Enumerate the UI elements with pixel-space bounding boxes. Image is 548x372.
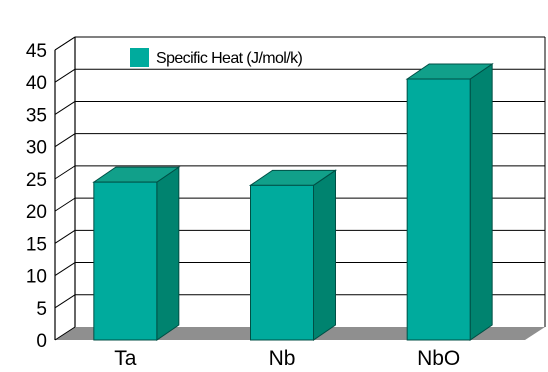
- side-grid-10: [54, 262, 76, 276]
- side-grid-0: [54, 326, 76, 341]
- y-axis-tick-labels: 0 5 10 15 20 25 30 35 40 45: [26, 41, 47, 352]
- y-tick-label-30: 30: [26, 138, 47, 159]
- x-tick-label-ta: Ta: [114, 347, 137, 370]
- y-tick-label-10: 10: [26, 267, 47, 288]
- bar-side-nb: [313, 169, 336, 341]
- chart-axes: [54, 36, 76, 341]
- bar-nbo: [405, 63, 494, 341]
- side-grid-45: [54, 36, 76, 51]
- y-tick-label-35: 35: [26, 105, 47, 126]
- y-tick-label-40: 40: [26, 73, 47, 94]
- y-tick-label-5: 5: [36, 299, 47, 320]
- legend-label: Specific Heat (J/mol/k): [156, 50, 303, 67]
- side-grid-5: [54, 294, 76, 309]
- legend: Specific Heat (J/mol/k): [130, 48, 303, 67]
- x-axis-tick-labels: Ta Nb NbO: [114, 347, 460, 370]
- y-tick-label-45: 45: [26, 41, 47, 62]
- y-tick-label-20: 20: [26, 202, 47, 223]
- side-grid-15: [54, 229, 76, 244]
- legend-swatch: [130, 48, 149, 67]
- y-tick-label-25: 25: [26, 170, 47, 191]
- side-grid-30: [54, 133, 76, 148]
- side-grid-20: [54, 197, 76, 212]
- bar-front-ta: [93, 181, 158, 341]
- bar-side-ta: [156, 166, 180, 341]
- x-tick-label-nb: Nb: [269, 347, 296, 370]
- side-grid-40: [54, 68, 76, 83]
- x-tick-label-nbo: NbO: [417, 347, 460, 370]
- side-grid-35: [54, 101, 76, 115]
- y-tick-label-15: 15: [26, 234, 47, 255]
- y-tick-label-0: 0: [36, 331, 47, 352]
- bar-front-nbo: [406, 78, 471, 341]
- bar-ta: [92, 166, 181, 341]
- bars: [92, 63, 494, 341]
- bar-nb: [248, 169, 338, 341]
- side-grid-25: [54, 165, 76, 180]
- bar-side-nbo: [469, 63, 493, 341]
- bar-front-nb: [250, 184, 314, 341]
